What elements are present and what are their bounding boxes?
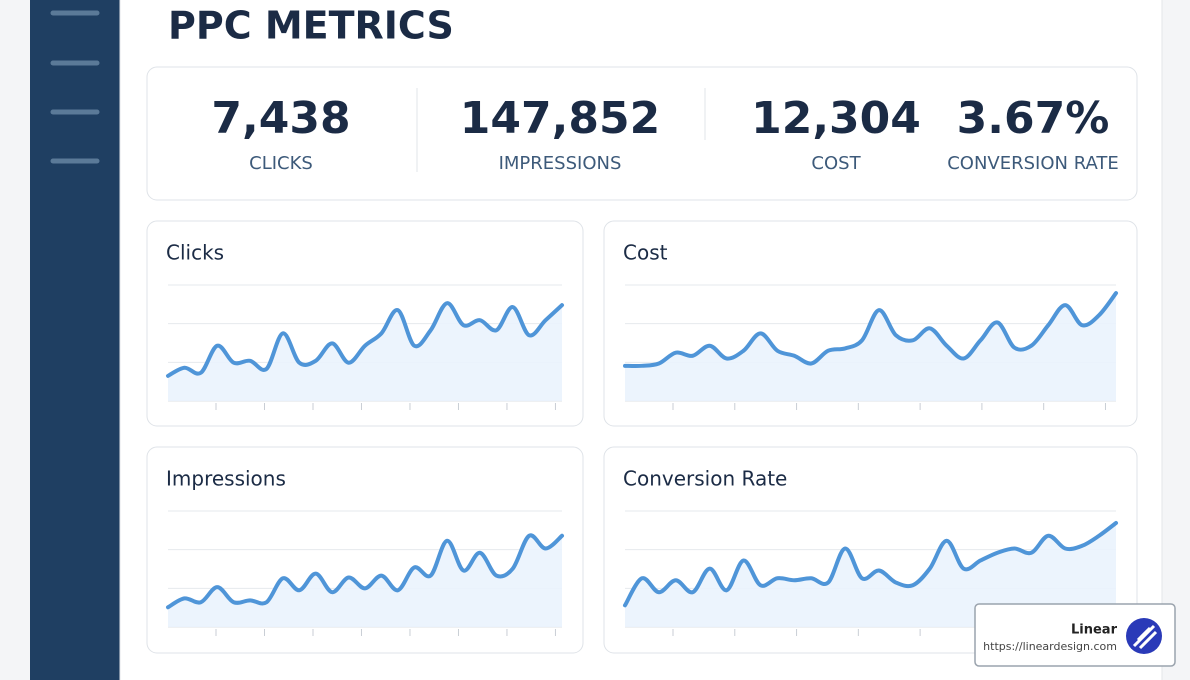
kpi-label: IMPRESSIONS — [499, 153, 622, 174]
menu-lines — [50, 10, 100, 164]
kpi-value: 147,852 — [460, 93, 660, 144]
area — [625, 522, 1116, 627]
page-title: PPC METRICS — [168, 4, 454, 48]
badge-logo-mark — [1132, 624, 1158, 650]
badge[interactable] — [974, 603, 1176, 667]
sidebar — [30, 0, 120, 680]
kpi-label: CLICKS — [249, 153, 313, 174]
line — [166, 301, 564, 378]
kpi-value: 7,438 — [211, 93, 350, 144]
chart-title: Conversion Rate — [623, 467, 787, 491]
kpi-label: CONVERSION RATE — [947, 153, 1119, 174]
area — [625, 293, 1116, 401]
area — [168, 303, 562, 401]
line — [623, 291, 1118, 368]
badge-url: https://lineardesign.com — [983, 640, 1117, 653]
line — [623, 520, 1118, 608]
kpi-value: 12,304 — [751, 93, 921, 144]
badge-name: Linear — [1071, 623, 1118, 638]
line — [166, 533, 564, 610]
kpi-value: 3.67% — [957, 93, 1110, 144]
kpi-card — [146, 66, 1138, 201]
chart-title: Clicks — [166, 241, 224, 265]
chart-title: Cost — [623, 241, 668, 265]
kpi-label: COST — [811, 153, 861, 174]
chart-title: Impressions — [166, 467, 286, 491]
